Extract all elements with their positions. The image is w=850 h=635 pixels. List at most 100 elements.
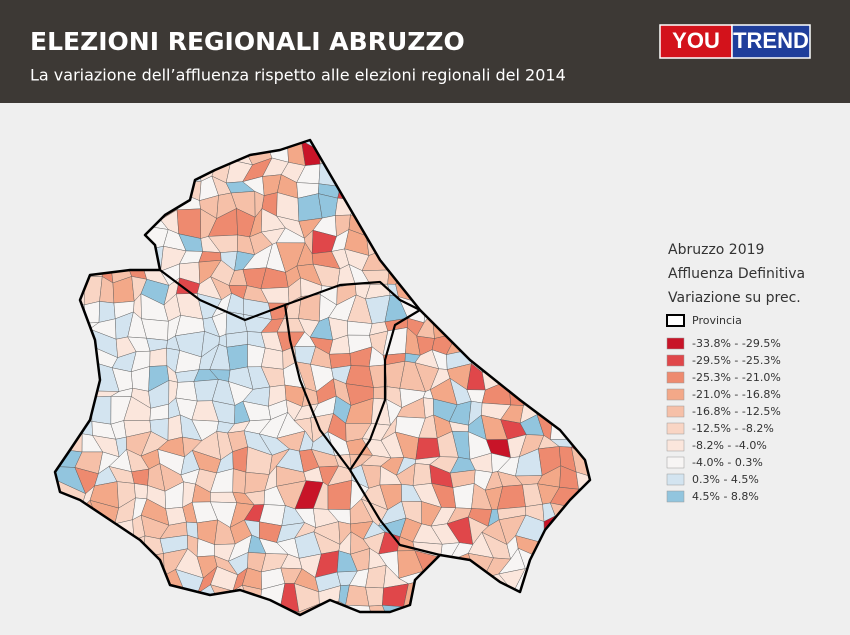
- legend-swatch: [666, 371, 685, 384]
- municipality: [431, 248, 449, 273]
- municipality: [395, 179, 424, 205]
- municipality: [567, 208, 589, 235]
- municipality: [584, 159, 590, 184]
- municipality: [78, 573, 93, 585]
- municipality: [64, 213, 82, 229]
- municipality: [567, 232, 589, 249]
- municipality: [91, 583, 116, 609]
- municipality: [424, 213, 439, 238]
- municipality: [588, 475, 590, 490]
- municipality: [497, 214, 524, 232]
- municipality: [569, 281, 590, 299]
- municipality: [537, 140, 560, 142]
- municipality: [177, 606, 205, 615]
- municipality: [491, 586, 510, 612]
- municipality: [64, 516, 85, 535]
- municipality: [55, 602, 65, 615]
- municipality: [569, 140, 590, 152]
- municipality: [379, 145, 409, 171]
- municipality: [384, 140, 409, 152]
- legend-swatch: [666, 354, 685, 367]
- municipality: [436, 262, 456, 287]
- municipality: [583, 430, 590, 456]
- municipality: [64, 532, 82, 557]
- subtitle: La variazione dell’affluenza rispetto al…: [30, 66, 566, 85]
- municipality: [482, 346, 507, 373]
- municipality: [379, 161, 399, 186]
- legend-label: -33.8% - -29.5%: [692, 337, 781, 350]
- municipality: [582, 549, 590, 569]
- municipality: [55, 180, 65, 201]
- municipality: [133, 621, 151, 635]
- municipality: [534, 293, 559, 323]
- municipality: [78, 549, 97, 579]
- municipality: [555, 141, 576, 161]
- municipality: [183, 593, 205, 609]
- province-border: [349, 469, 441, 557]
- municipality: [91, 549, 119, 574]
- municipality: [111, 587, 136, 611]
- municipality: [550, 356, 574, 375]
- municipality: [78, 213, 99, 237]
- municipality: [208, 140, 233, 152]
- municipality: [602, 125, 623, 150]
- municipality: [448, 280, 475, 299]
- municipality: [354, 177, 369, 201]
- municipality: [125, 249, 147, 264]
- municipality: [395, 161, 424, 185]
- municipality: [61, 200, 83, 219]
- municipality: [210, 491, 238, 503]
- municipality: [92, 601, 115, 615]
- municipality: [73, 268, 103, 277]
- municipality: [516, 229, 537, 249]
- municipality: [534, 286, 559, 298]
- municipality: [349, 151, 373, 170]
- municipality: [583, 602, 590, 615]
- municipality: [56, 402, 85, 425]
- municipality: [132, 599, 153, 615]
- municipality: [397, 247, 417, 266]
- municipality: [497, 611, 525, 615]
- municipality: [413, 247, 437, 273]
- municipality: [582, 566, 590, 592]
- legend-swatch: [666, 314, 685, 327]
- municipality: [383, 193, 410, 216]
- municipality: [498, 316, 519, 336]
- municipality: [534, 606, 562, 615]
- municipality: [232, 468, 247, 494]
- municipality: [583, 587, 590, 609]
- municipality: [601, 567, 628, 591]
- municipality: [55, 213, 69, 229]
- municipality: [417, 620, 433, 635]
- municipality: [498, 264, 528, 278]
- municipality: [327, 479, 353, 510]
- municipality: [242, 599, 270, 615]
- municipality: [165, 142, 188, 166]
- municipality: [447, 248, 475, 271]
- municipality: [503, 228, 520, 245]
- municipality: [388, 247, 406, 271]
- municipality: [55, 303, 57, 318]
- municipality: [114, 619, 135, 635]
- municipality: [552, 601, 576, 615]
- municipality: [466, 183, 490, 203]
- municipality: [366, 215, 389, 237]
- municipality: [468, 270, 491, 285]
- municipality: [466, 191, 492, 216]
- municipality: [55, 551, 68, 578]
- municipality: [369, 151, 388, 171]
- municipality: [63, 346, 85, 367]
- municipality: [448, 296, 475, 318]
- municipality: [599, 201, 626, 212]
- municipality: [113, 536, 135, 557]
- municipality: [78, 532, 97, 557]
- municipality: [535, 624, 561, 635]
- municipality: [486, 600, 509, 615]
- municipality: [557, 208, 573, 235]
- municipality: [591, 371, 612, 390]
- legend-label: 0.3% - 4.5%: [692, 473, 759, 486]
- municipality: [397, 230, 425, 254]
- municipality: [355, 619, 374, 635]
- municipality: [500, 165, 527, 181]
